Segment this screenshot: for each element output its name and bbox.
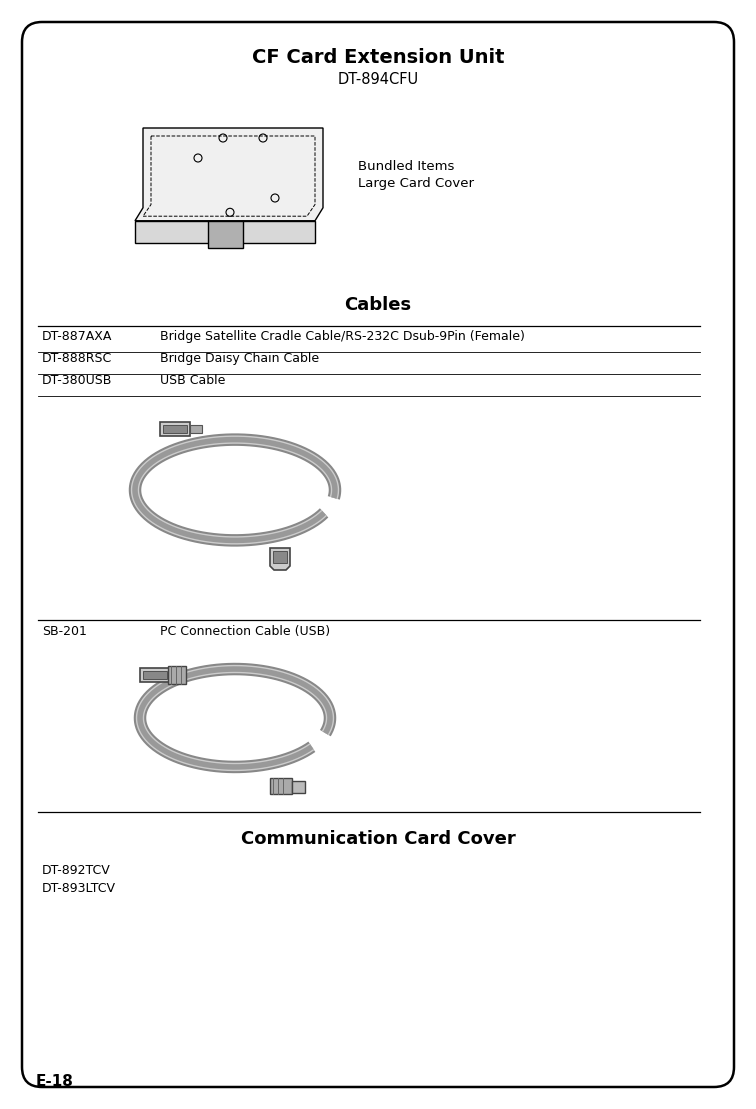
Text: CF Card Extension Unit: CF Card Extension Unit [252,48,504,67]
Text: DT-893LTCV: DT-893LTCV [42,882,116,895]
Text: Large Card Cover: Large Card Cover [358,177,474,190]
Polygon shape [292,781,305,793]
Text: DT-380USB: DT-380USB [42,374,113,387]
Text: Bridge Satellite Cradle Cable/RS-232C Dsub-9Pin (Female): Bridge Satellite Cradle Cable/RS-232C Ds… [160,330,525,343]
Text: E-18: E-18 [36,1074,74,1089]
Bar [163,425,187,433]
Bar [168,667,186,684]
Polygon shape [135,221,315,243]
Bar [190,425,202,433]
Polygon shape [270,548,290,570]
Text: USB Cable: USB Cable [160,374,225,387]
Text: DT-894CFU: DT-894CFU [337,72,419,87]
Text: Bridge Daisy Chain Cable: Bridge Daisy Chain Cable [160,352,319,365]
Bar [140,668,170,682]
Polygon shape [207,221,243,247]
Bar [143,671,167,679]
Text: DT-888RSC: DT-888RSC [42,352,112,365]
Text: DT-887AXA: DT-887AXA [42,330,113,343]
Text: Cables: Cables [345,296,411,314]
Text: Communication Card Cover: Communication Card Cover [240,830,516,848]
Polygon shape [135,128,323,221]
Text: SB-201: SB-201 [42,625,87,638]
Bar [270,779,292,794]
Text: Bundled Items: Bundled Items [358,160,454,173]
Bar [273,551,287,563]
Bar [160,423,190,436]
Text: DT-892TCV: DT-892TCV [42,864,110,877]
Text: PC Connection Cable (USB): PC Connection Cable (USB) [160,625,330,638]
